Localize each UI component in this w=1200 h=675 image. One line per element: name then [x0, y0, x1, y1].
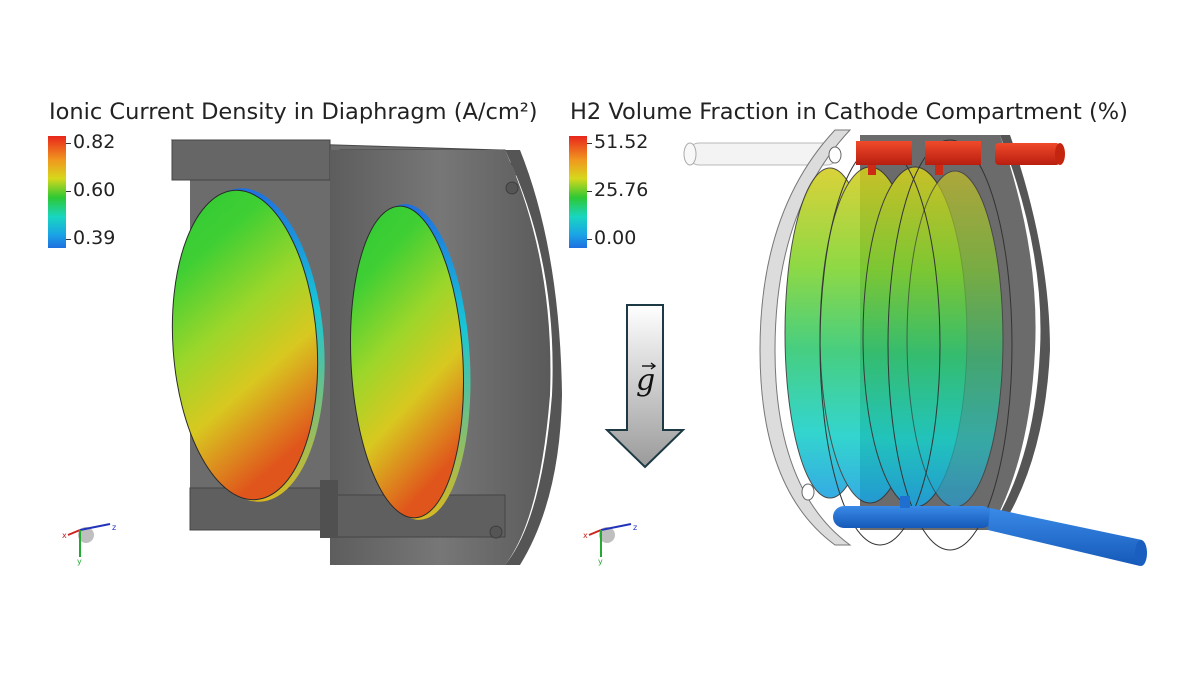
right-axes-triad: z x y — [583, 523, 637, 566]
left-colorbar-max-label: 0.82 — [73, 131, 116, 153]
right-colorbar-min-label: 0.00 — [594, 227, 637, 249]
left-colorbar-mid-label: 0.60 — [73, 179, 116, 201]
left-diaphragm-2 — [349, 204, 471, 520]
right-colorbar-mid-label: 25.76 — [594, 179, 649, 201]
right-axis-x-label: x — [583, 531, 588, 540]
right-h2-outlet-pipes — [856, 141, 1065, 175]
left-panel-title: Ionic Current Density in Diaphragm (A/cm… — [49, 99, 538, 125]
left-colorbar-min-label: 0.39 — [73, 227, 116, 249]
right-colorbar-max-label: 51.52 — [594, 131, 649, 153]
right-inactive-pipe — [683, 142, 839, 166]
gravity-label: g — [636, 363, 655, 398]
right-end-plate — [759, 129, 852, 546]
right-axis-y-label: y — [598, 557, 603, 566]
gravity-vector-arrow-icon — [642, 362, 657, 370]
left-axis-x-label: x — [62, 531, 67, 540]
right-cathode-compartments — [784, 166, 1004, 508]
right-axis-z-label: z — [633, 523, 637, 532]
left-colorbar — [48, 136, 66, 248]
right-panel-title: H2 Volume Fraction in Cathode Compartmen… — [570, 99, 1128, 125]
right-electrolyte-inlet-pipes — [833, 496, 1147, 566]
right-colorbar-tick-max — [587, 143, 592, 144]
right-colorbar — [569, 136, 587, 248]
left-axis-z-label: z — [112, 523, 116, 532]
left-colorbar-tick-min — [66, 239, 71, 240]
right-colorbar-tick-min — [587, 239, 592, 240]
left-colorbar-tick-max — [66, 143, 71, 144]
gravity-arrow — [604, 304, 686, 469]
left-colorbar-tick-mid — [66, 191, 71, 192]
left-axes-triad: z x y — [62, 523, 116, 566]
left-axis-y-label: y — [77, 557, 82, 566]
left-diaphragm-1 — [171, 188, 325, 502]
right-colorbar-tick-mid — [587, 191, 592, 192]
